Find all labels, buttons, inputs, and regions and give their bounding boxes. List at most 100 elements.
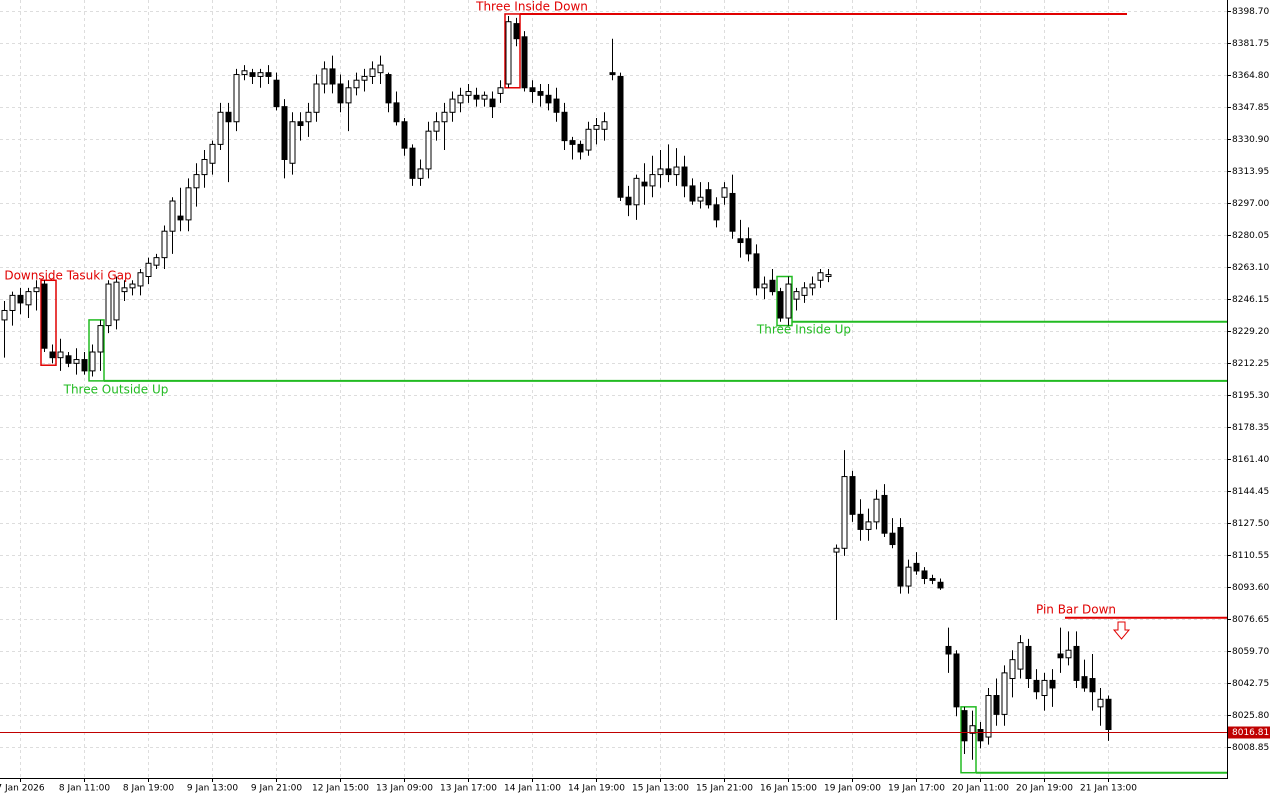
pattern-box	[88, 319, 105, 382]
candle-body	[937, 581, 944, 589]
candle-body	[1081, 676, 1088, 689]
candle-body	[537, 91, 544, 96]
candle-body	[89, 351, 96, 372]
candle-body	[65, 355, 72, 364]
y-tick-label: 8059.70	[1232, 647, 1269, 657]
candle-body	[713, 204, 720, 221]
candle-body	[209, 143, 216, 164]
candle-body	[689, 185, 696, 202]
y-tick-label: 8263.10	[1232, 263, 1269, 273]
candle-body	[369, 68, 376, 77]
candle-body	[33, 287, 40, 293]
current-price-box	[1228, 726, 1270, 739]
y-tick-label: 8297.00	[1232, 199, 1269, 209]
y-tick-label: 8280.05	[1232, 231, 1269, 241]
candle-body	[145, 262, 152, 278]
y-tick-label: 8042.75	[1232, 679, 1269, 689]
candle-body	[737, 238, 744, 244]
candle-body	[481, 94, 488, 100]
candle-body	[601, 121, 608, 130]
candle-body	[1025, 645, 1032, 680]
candle-body	[321, 68, 328, 85]
y-tick-label: 8195.30	[1232, 391, 1269, 401]
candle-body	[873, 498, 880, 523]
candle-body	[609, 72, 616, 76]
x-tick-label: 13 Jan 17:00	[440, 784, 497, 794]
pattern-box	[40, 279, 57, 366]
candle-body	[577, 143, 584, 153]
y-tick-label: 8178.35	[1232, 423, 1269, 433]
candle-body	[249, 72, 256, 77]
candle-body	[553, 98, 560, 113]
x-tick-label: 7 Jan 2026	[0, 784, 45, 794]
candle-body	[273, 79, 280, 108]
candle-body	[745, 238, 752, 255]
x-tick-label: 13 Jan 09:00	[376, 784, 433, 794]
candle-body	[201, 158, 208, 176]
candle-body	[449, 98, 456, 113]
candle-body	[233, 74, 240, 123]
candle-body	[137, 272, 144, 287]
candle-body	[961, 710, 968, 742]
candle-body	[289, 121, 296, 164]
x-tick-label: 19 Jan 09:00	[824, 784, 881, 794]
candle-body	[313, 83, 320, 113]
candle-body	[633, 177, 640, 206]
y-tick-label: 8229.20	[1232, 327, 1269, 337]
candle-body	[617, 75, 624, 198]
candle-body	[801, 287, 808, 296]
candle-body	[241, 70, 248, 76]
x-tick-label: 9 Jan 21:00	[251, 784, 303, 794]
y-tick-label: 8246.15	[1232, 295, 1269, 305]
candle-body	[265, 72, 272, 77]
candle-body	[121, 287, 128, 293]
x-tick-label: 14 Jan 19:00	[568, 784, 625, 794]
candle-body	[993, 695, 1000, 715]
pattern-label: Pin Bar Down	[1036, 603, 1116, 617]
y-tick-label: 8144.45	[1232, 487, 1269, 497]
candle-body	[673, 166, 680, 176]
candle-body	[169, 200, 176, 232]
y-tick-label: 8127.50	[1232, 519, 1269, 529]
candle-body	[257, 72, 264, 77]
candle-body	[1097, 698, 1104, 708]
pattern-box	[504, 13, 521, 89]
candle-body	[105, 283, 112, 327]
candle-body	[569, 140, 576, 145]
candle-body	[921, 570, 928, 579]
candle-body	[217, 111, 224, 145]
candle-body	[361, 75, 368, 81]
candle-body	[97, 325, 104, 353]
candle-body	[761, 283, 768, 289]
candle-body	[905, 566, 912, 587]
candle-body	[329, 68, 336, 85]
y-tick-label: 8093.60	[1232, 583, 1269, 593]
candle-body	[929, 577, 936, 581]
candle-body	[345, 87, 352, 104]
y-tick-label: 8161.40	[1232, 455, 1269, 465]
candle-body	[697, 196, 704, 202]
candle-body	[1041, 679, 1048, 697]
x-tick-label: 16 Jan 15:00	[760, 784, 817, 794]
x-tick-label: 12 Jan 15:00	[312, 784, 369, 794]
candle-body	[865, 521, 872, 530]
y-tick-label: 8313.95	[1232, 167, 1269, 177]
candle-body	[177, 215, 184, 221]
candle-body	[849, 476, 856, 515]
candle-body	[809, 283, 816, 289]
current-price-label: 8016.81	[1232, 728, 1269, 738]
y-tick-label: 8381.75	[1232, 39, 1269, 49]
candle-body	[777, 291, 784, 319]
candle-body	[1017, 642, 1024, 670]
candle-body	[49, 351, 56, 359]
candle-body	[625, 196, 632, 206]
x-tick-label: 9 Jan 13:00	[187, 784, 239, 794]
y-tick-label: 8025.80	[1232, 711, 1269, 721]
x-tick-label: 21 Jan 13:00	[1080, 784, 1137, 794]
x-tick-label: 20 Jan 11:00	[952, 784, 1009, 794]
candle-body	[977, 728, 984, 742]
candle-body	[649, 174, 656, 187]
candle-body	[721, 187, 728, 198]
candle-body	[657, 168, 664, 176]
